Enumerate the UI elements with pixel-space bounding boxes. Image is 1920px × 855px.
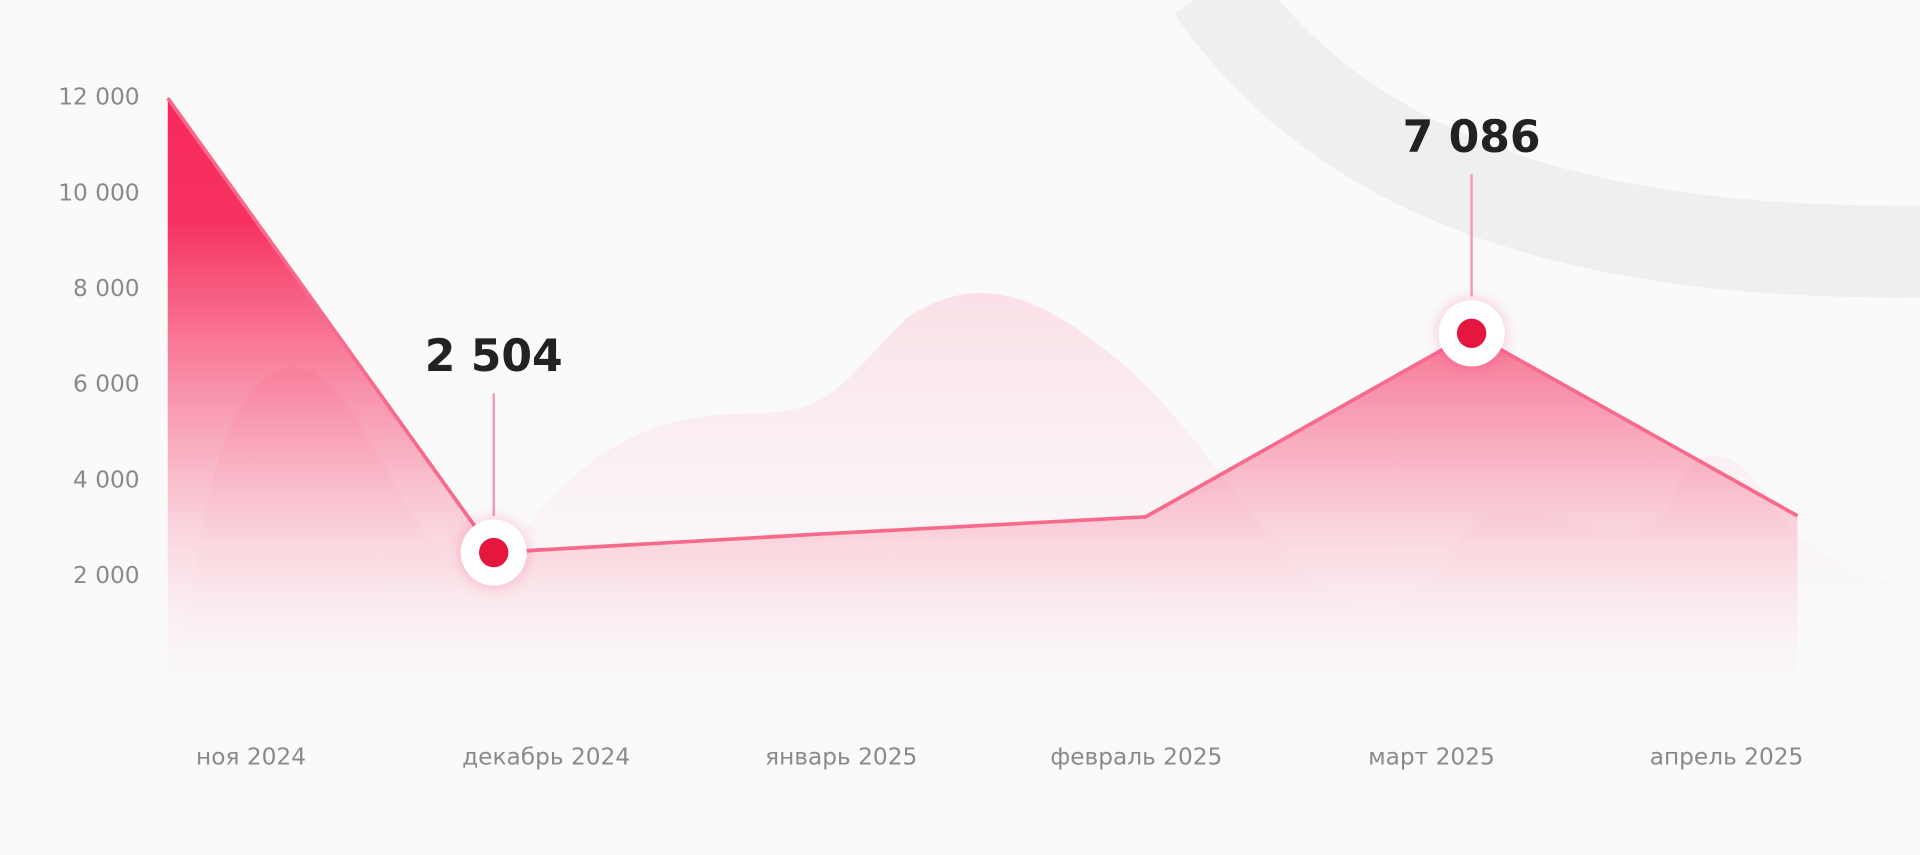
line (166, 97, 1799, 555)
x-tick-label: март 2025 (1368, 744, 1495, 771)
y-tick-label: 6 000 (73, 371, 140, 398)
x-tick-label: январь 2025 (765, 744, 917, 771)
x-tick-label: апрель 2025 (1650, 744, 1804, 771)
y-tick-label: 8 000 (73, 275, 140, 302)
marker (479, 537, 509, 568)
y-tick-label: 12 000 (58, 84, 139, 111)
area (167, 98, 1798, 723)
y-tick-label: 4 000 (73, 466, 140, 493)
value-label: 2 504 (425, 331, 563, 382)
y-tick-label: 2 000 (73, 562, 140, 589)
value-label: 7 086 (1403, 112, 1541, 163)
marker (1456, 318, 1487, 348)
x-tick-label: февраль 2025 (1050, 744, 1222, 771)
x-tick-label: ноя 2024 (196, 744, 306, 771)
x-tick-label: декабрь 2024 (462, 744, 630, 771)
y-tick-label: 10 000 (58, 179, 139, 206)
decor-arc (1174, 0, 1920, 298)
